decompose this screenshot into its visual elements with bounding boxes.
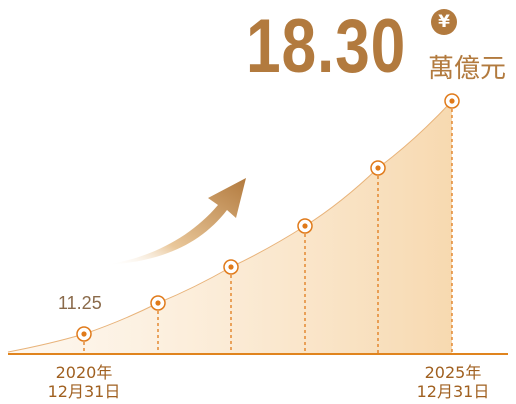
start-date-label: 2020年 12月31日 xyxy=(46,363,122,401)
start-year: 2020年 xyxy=(55,363,113,382)
end-date-label: 2025年 12月31日 xyxy=(413,363,493,401)
data-point-5 xyxy=(370,160,386,176)
data-point-1 xyxy=(76,326,92,342)
growth-arrow-icon xyxy=(105,178,246,265)
yen-icon: ¥ xyxy=(431,9,457,35)
data-point-4 xyxy=(297,218,313,234)
data-point-2 xyxy=(150,295,166,311)
headline-unit: 萬億元 xyxy=(428,54,507,84)
end-day: 12月31日 xyxy=(416,382,490,401)
data-point-6 xyxy=(444,93,460,109)
growth-area xyxy=(8,101,452,354)
data-point-3 xyxy=(223,259,239,275)
start-day: 12月31日 xyxy=(47,382,121,401)
start-value-label: 11.25 xyxy=(58,293,102,313)
headline-value: 18.30 xyxy=(246,4,407,89)
end-year: 2025年 xyxy=(424,363,482,382)
